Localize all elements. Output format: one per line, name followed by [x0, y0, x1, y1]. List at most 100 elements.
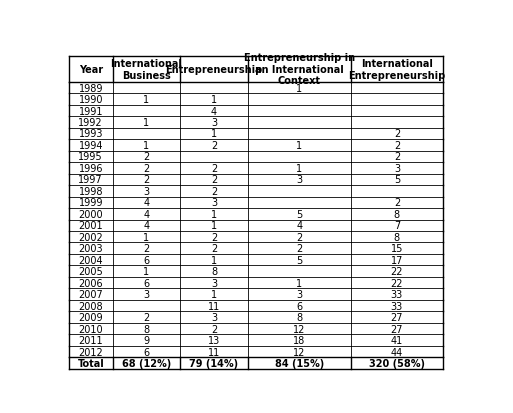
Text: 2: 2 — [143, 152, 150, 162]
Text: International
Entrepreneurship: International Entrepreneurship — [348, 59, 445, 81]
Text: 11: 11 — [208, 301, 220, 311]
Text: 1999: 1999 — [78, 198, 103, 208]
Text: 84 (15%): 84 (15%) — [275, 358, 324, 368]
Text: 2: 2 — [143, 164, 150, 173]
Text: 33: 33 — [391, 301, 403, 311]
Text: 1996: 1996 — [78, 164, 103, 173]
Text: 3: 3 — [211, 278, 217, 288]
Text: 4: 4 — [143, 221, 149, 231]
Text: 12: 12 — [293, 324, 306, 334]
Text: 1: 1 — [143, 95, 149, 105]
Text: 2004: 2004 — [78, 255, 103, 265]
Text: 1: 1 — [211, 129, 217, 139]
Text: 68 (12%): 68 (12%) — [122, 358, 171, 368]
Text: 4: 4 — [143, 209, 149, 219]
Text: Year: Year — [78, 64, 103, 75]
Text: 2008: 2008 — [78, 301, 103, 311]
Text: 3: 3 — [143, 186, 149, 196]
Text: 2007: 2007 — [78, 290, 103, 299]
Text: 2006: 2006 — [78, 278, 103, 288]
Text: 13: 13 — [208, 335, 220, 345]
Text: 2: 2 — [394, 129, 400, 139]
Text: 1: 1 — [143, 140, 149, 151]
Text: 2: 2 — [297, 232, 303, 242]
Text: 18: 18 — [293, 335, 306, 345]
Text: 6: 6 — [297, 301, 303, 311]
Text: 1990: 1990 — [78, 95, 103, 105]
Text: 15: 15 — [391, 244, 403, 254]
Text: 2: 2 — [143, 244, 150, 254]
Text: 3: 3 — [143, 290, 149, 299]
Text: 2: 2 — [143, 175, 150, 185]
Text: Entrepreneurship in
an International
Context: Entrepreneurship in an International Con… — [244, 53, 355, 86]
Text: International
Business: International Business — [110, 59, 182, 81]
Text: 3: 3 — [211, 118, 217, 128]
Text: 1994: 1994 — [78, 140, 103, 151]
Text: 8: 8 — [394, 232, 400, 242]
Text: 1: 1 — [211, 221, 217, 231]
Text: 2010: 2010 — [78, 324, 103, 334]
Text: 2: 2 — [211, 324, 217, 334]
Text: 1: 1 — [211, 255, 217, 265]
Text: 2012: 2012 — [78, 347, 103, 357]
Text: 5: 5 — [297, 209, 303, 219]
Text: 6: 6 — [143, 347, 149, 357]
Text: 1995: 1995 — [78, 152, 103, 162]
Text: 8: 8 — [394, 209, 400, 219]
Text: 1: 1 — [211, 209, 217, 219]
Text: 2: 2 — [211, 186, 217, 196]
Text: 1: 1 — [143, 118, 149, 128]
Text: 4: 4 — [211, 106, 217, 116]
Text: 11: 11 — [208, 347, 220, 357]
Text: 7: 7 — [394, 221, 400, 231]
Text: 2: 2 — [211, 175, 217, 185]
Text: Entrepreneurship: Entrepreneurship — [165, 64, 263, 75]
Text: 1: 1 — [297, 278, 303, 288]
Text: 320 (58%): 320 (58%) — [369, 358, 425, 368]
Text: 2: 2 — [211, 232, 217, 242]
Text: 2000: 2000 — [78, 209, 103, 219]
Text: 2001: 2001 — [78, 221, 103, 231]
Text: 5: 5 — [394, 175, 400, 185]
Text: 1992: 1992 — [78, 118, 103, 128]
Text: 1993: 1993 — [78, 129, 103, 139]
Text: 33: 33 — [391, 290, 403, 299]
Text: 17: 17 — [391, 255, 403, 265]
Text: 2002: 2002 — [78, 232, 103, 242]
Text: 3: 3 — [297, 175, 303, 185]
Text: 1: 1 — [211, 95, 217, 105]
Text: 5: 5 — [297, 255, 303, 265]
Text: 22: 22 — [390, 266, 403, 277]
Text: 2: 2 — [394, 152, 400, 162]
Text: 22: 22 — [390, 278, 403, 288]
Text: 2: 2 — [394, 140, 400, 151]
Text: 9: 9 — [143, 335, 149, 345]
Text: 3: 3 — [211, 312, 217, 322]
Text: 1: 1 — [297, 83, 303, 93]
Text: 79 (14%): 79 (14%) — [189, 358, 239, 368]
Text: 4: 4 — [143, 198, 149, 208]
Text: 3: 3 — [297, 290, 303, 299]
Text: 1998: 1998 — [78, 186, 103, 196]
Text: 27: 27 — [390, 312, 403, 322]
Text: 1: 1 — [297, 140, 303, 151]
Text: 4: 4 — [297, 221, 303, 231]
Text: 8: 8 — [143, 324, 149, 334]
Text: 3: 3 — [211, 198, 217, 208]
Text: 2: 2 — [297, 244, 303, 254]
Text: 41: 41 — [391, 335, 403, 345]
Text: 1989: 1989 — [78, 83, 103, 93]
Text: 12: 12 — [293, 347, 306, 357]
Text: 6: 6 — [143, 278, 149, 288]
Text: 2011: 2011 — [78, 335, 103, 345]
Text: 6: 6 — [143, 255, 149, 265]
Text: Total: Total — [77, 358, 104, 368]
Text: 8: 8 — [211, 266, 217, 277]
Text: 1997: 1997 — [78, 175, 103, 185]
Text: 2: 2 — [143, 312, 150, 322]
Text: 1: 1 — [297, 164, 303, 173]
Text: 27: 27 — [390, 324, 403, 334]
Text: 2009: 2009 — [78, 312, 103, 322]
Text: 2003: 2003 — [78, 244, 103, 254]
Text: 2005: 2005 — [78, 266, 103, 277]
